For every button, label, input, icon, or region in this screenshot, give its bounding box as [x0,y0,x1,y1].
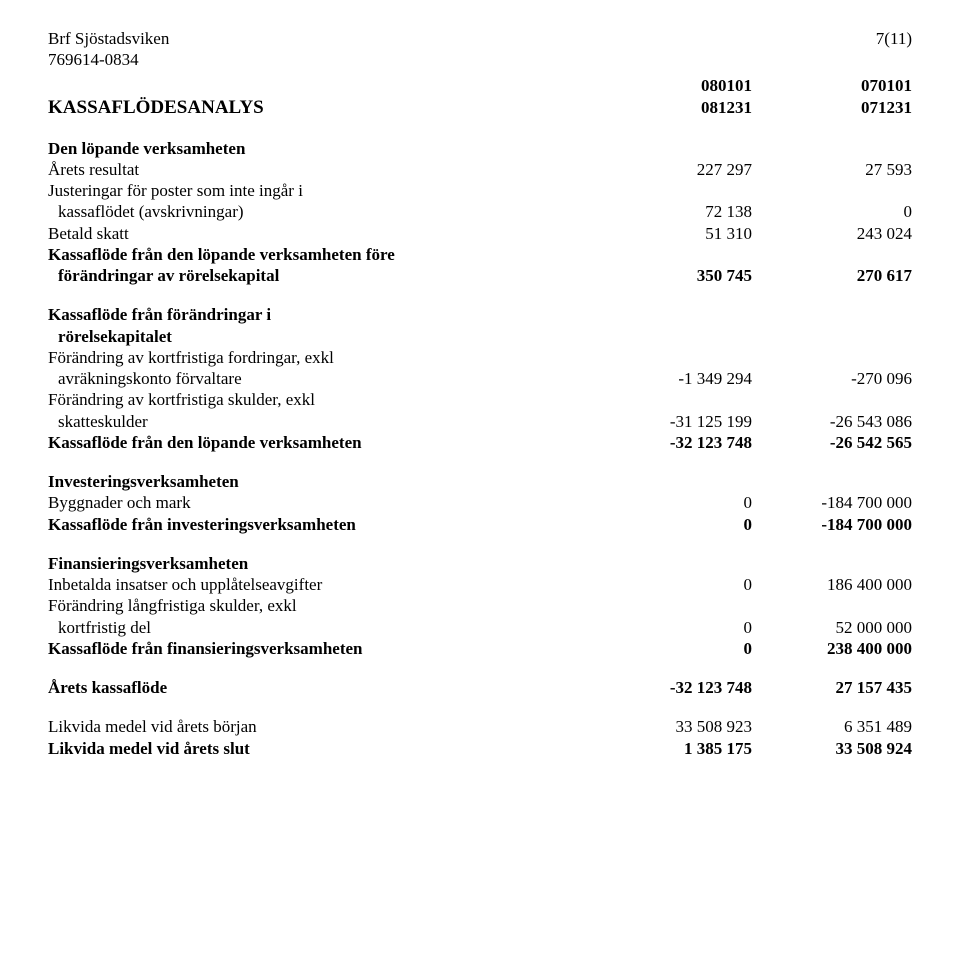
wc-line-row: Förändring av kortfristiga fordringar, e… [48,347,912,368]
liq-end-label: Likvida medel vid årets slut [48,738,592,759]
op-rows: Årets resultat227 29727 593Justeringar f… [48,159,912,244]
year-total-row: Årets kassaflöde -32 123 748 27 157 435 [48,677,912,698]
op-line-row: Justeringar för poster som inte ingår i [48,180,912,201]
op-before-wc-label2: förändringar av rörelsekapital [48,265,592,286]
op-before-wc-row2: förändringar av rörelsekapital 350 745 2… [48,265,912,286]
wc-heading-row1: Kassaflöde från förändringar i [48,304,912,325]
fin-heading: Finansieringsverksamheten [48,553,592,574]
op-before-wc-row1: Kassaflöde från den löpande verksamheten… [48,244,912,265]
op-line-value-prev: 243 024 [752,223,912,244]
period-prev-end: 071231 [752,97,912,118]
fin-line-value-current: 0 [592,617,752,638]
page-number: 7(11) [876,28,912,71]
wc-heading-2: rörelsekapitalet [48,326,592,347]
op-total-row: Kassaflöde från den löpande verksamheten… [48,432,912,453]
fin-rows: Inbetalda insatser och upplåtelseavgifte… [48,574,912,638]
liq-start-label: Likvida medel vid årets början [48,716,592,737]
inv-line-row: Byggnader och mark0-184 700 000 [48,492,912,513]
op-total-p: -26 542 565 [752,432,912,453]
op-heading-row: Den löpande verksamheten [48,138,912,159]
op-before-wc-p: 270 617 [752,265,912,286]
org-number: 769614-0834 [48,49,169,70]
wc-line-row: avräkningskonto förvaltare-1 349 294-270… [48,368,912,389]
wc-heading-row2: rörelsekapitalet [48,326,912,347]
inv-heading: Investeringsverksamheten [48,471,592,492]
op-line-value-prev: 27 593 [752,159,912,180]
fin-total-row: Kassaflöde från finansieringsverksamhete… [48,638,912,659]
op-line-label: Årets resultat [48,159,592,180]
period-start-row: 080101 070101 [48,75,912,96]
inv-total-row: Kassaflöde från investeringsverksamheten… [48,514,912,535]
op-line-value-current: 51 310 [592,223,752,244]
op-line-row: kassaflödet (avskrivningar)72 1380 [48,201,912,222]
liq-end-row: Likvida medel vid årets slut 1 385 175 3… [48,738,912,759]
op-line-value-prev: 0 [752,201,912,222]
period-curr-end: 081231 [592,97,752,118]
fin-line-value-prev: 52 000 000 [752,617,912,638]
title-row: KASSAFLÖDESANALYS 081231 071231 [48,96,912,120]
op-total-c: -32 123 748 [592,432,752,453]
inv-total-c: 0 [592,514,752,535]
inv-rows: Byggnader och mark0-184 700 000 [48,492,912,513]
wc-line-row: Förändring av kortfristiga skulder, exkl [48,389,912,410]
liq-end-c: 1 385 175 [592,738,752,759]
wc-line-label: avräkningskonto förvaltare [48,368,592,389]
wc-line-value-prev: -270 096 [752,368,912,389]
fin-total-label: Kassaflöde från finansieringsverksamhete… [48,638,592,659]
wc-line-value-prev: -26 543 086 [752,411,912,432]
inv-line-label: Byggnader och mark [48,492,592,513]
liq-start-c: 33 508 923 [592,716,752,737]
fin-line-label: Förändring långfristiga skulder, exkl [48,595,592,616]
wc-line-label: skatteskulder [48,411,592,432]
liq-start-row: Likvida medel vid årets början 33 508 92… [48,716,912,737]
op-line-value-current: 72 138 [592,201,752,222]
company-block: Brf Sjöstadsviken 769614-0834 [48,28,169,71]
year-c: -32 123 748 [592,677,752,698]
fin-line-value-prev: 186 400 000 [752,574,912,595]
inv-total-p: -184 700 000 [752,514,912,535]
doc-header: Brf Sjöstadsviken 769614-0834 7(11) [48,28,912,71]
fin-total-p: 238 400 000 [752,638,912,659]
op-heading: Den löpande verksamheten [48,138,592,159]
wc-line-value-current: -31 125 199 [592,411,752,432]
op-line-row: Betald skatt51 310243 024 [48,223,912,244]
period-prev-start: 070101 [752,75,912,96]
wc-line-value-current: -1 349 294 [592,368,752,389]
fin-line-label: kortfristig del [48,617,592,638]
op-before-wc-label1: Kassaflöde från den löpande verksamheten… [48,244,592,265]
wc-line-row: skatteskulder-31 125 199-26 543 086 [48,411,912,432]
liq-start-p: 6 351 489 [752,716,912,737]
wc-line-label: Förändring av kortfristiga fordringar, e… [48,347,592,368]
fin-heading-row: Finansieringsverksamheten [48,553,912,574]
op-total-label: Kassaflöde från den löpande verksamheten [48,432,592,453]
op-line-label: Betald skatt [48,223,592,244]
inv-line-value-prev: -184 700 000 [752,492,912,513]
inv-heading-row: Investeringsverksamheten [48,471,912,492]
op-line-value-current: 227 297 [592,159,752,180]
period-curr-start: 080101 [592,75,752,96]
op-line-row: Årets resultat227 29727 593 [48,159,912,180]
fin-line-row: Förändring långfristiga skulder, exkl [48,595,912,616]
wc-heading-1: Kassaflöde från förändringar i [48,304,592,325]
wc-rows: Förändring av kortfristiga fordringar, e… [48,347,912,432]
fin-line-row: kortfristig del052 000 000 [48,617,912,638]
company-name: Brf Sjöstadsviken [48,28,169,49]
fin-line-row: Inbetalda insatser och upplåtelseavgifte… [48,574,912,595]
wc-line-label: Förändring av kortfristiga skulder, exkl [48,389,592,410]
op-before-wc-c: 350 745 [592,265,752,286]
year-p: 27 157 435 [752,677,912,698]
op-line-label: Justeringar för poster som inte ingår i [48,180,592,201]
op-line-label: kassaflödet (avskrivningar) [48,201,592,222]
fin-line-label: Inbetalda insatser och upplåtelseavgifte… [48,574,592,595]
doc-title: KASSAFLÖDESANALYS [48,96,592,120]
liq-end-p: 33 508 924 [752,738,912,759]
fin-total-c: 0 [592,638,752,659]
fin-line-value-current: 0 [592,574,752,595]
year-label: Årets kassaflöde [48,677,592,698]
inv-total-label: Kassaflöde från investeringsverksamheten [48,514,592,535]
inv-line-value-current: 0 [592,492,752,513]
